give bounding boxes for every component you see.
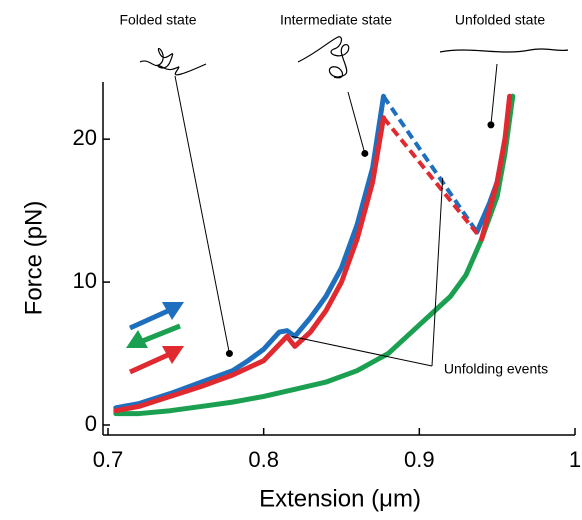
icons — [139, 36, 569, 79]
annotation-label: Folded state — [119, 12, 196, 28]
x-tick-label: 1 — [569, 447, 581, 472]
x-axis-label: Extension (μm) — [259, 485, 421, 512]
annotation-label: Unfolding events — [444, 361, 548, 377]
annotation-label: Unfolded state — [455, 12, 545, 28]
annotation-line — [431, 177, 444, 367]
data-line — [113, 93, 387, 411]
annotation-point — [487, 121, 495, 129]
annotation-point — [225, 350, 233, 358]
intermediate-icon — [297, 36, 350, 79]
annotation-line — [490, 63, 498, 125]
dashed-line — [381, 95, 479, 234]
arrow — [128, 307, 172, 331]
data-line — [113, 115, 387, 414]
arrow — [139, 323, 181, 345]
unfolded-icon — [439, 48, 569, 53]
data-line — [479, 93, 513, 242]
arrow-head — [126, 330, 148, 348]
arrow — [128, 351, 172, 375]
arrow-head — [162, 302, 184, 320]
y-axis-label: Force (pN) — [20, 201, 47, 316]
annotation-line — [291, 335, 433, 367]
arrow-head — [162, 346, 184, 364]
y-tick-label: 20 — [73, 125, 97, 150]
annotation-point — [361, 149, 369, 157]
x-tick-label: 0.7 — [93, 447, 124, 472]
x-tick-label: 0.8 — [248, 447, 279, 472]
folded-icon — [139, 48, 207, 76]
direction-arrows — [126, 302, 184, 375]
dashed-line — [381, 116, 484, 241]
x-tick-label: 0.9 — [404, 447, 435, 472]
annotation-line — [347, 91, 366, 154]
y-tick-label: 10 — [73, 268, 97, 293]
annotation-label: Intermediate state — [280, 12, 392, 28]
annotation-line — [174, 75, 230, 354]
y-tick-label: 0 — [85, 411, 97, 436]
